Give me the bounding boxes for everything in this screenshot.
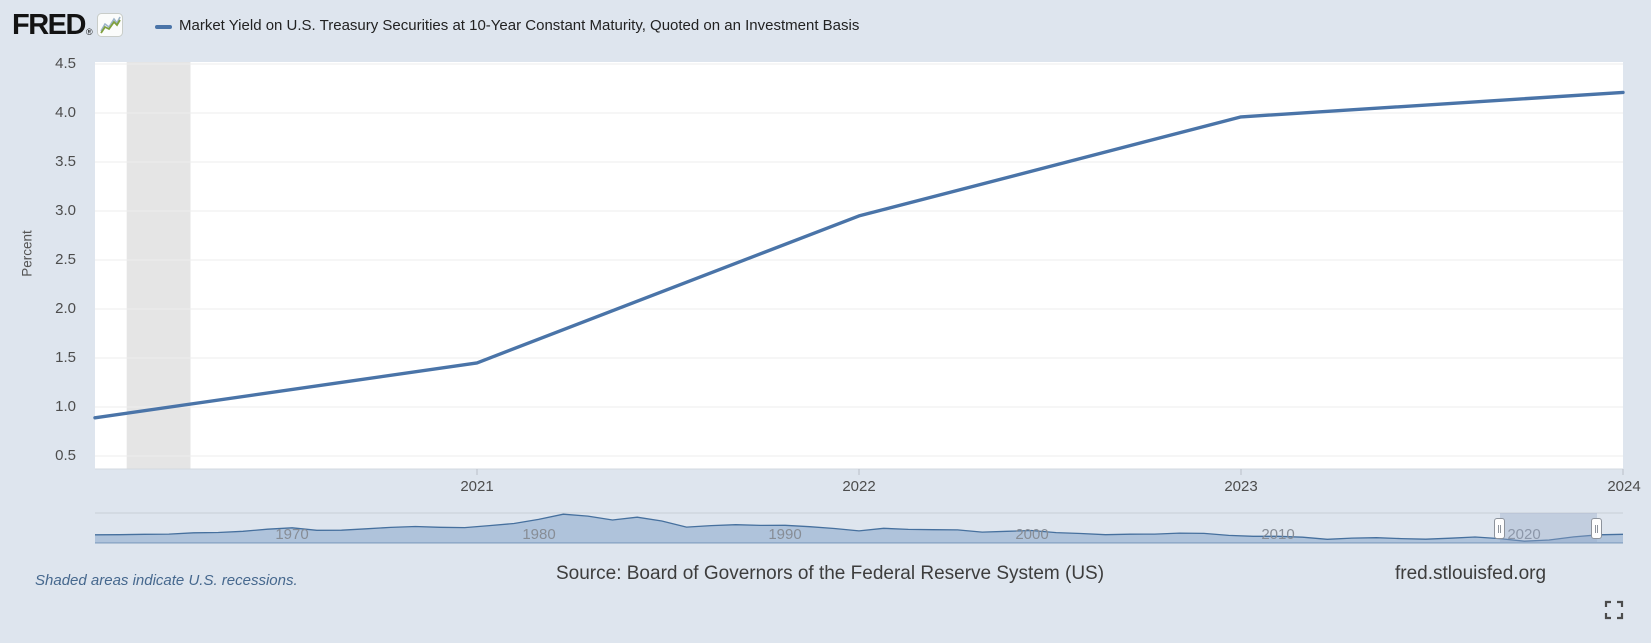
navigator-selection-window[interactable] bbox=[1500, 513, 1597, 543]
y-tick-label: 0.5 bbox=[55, 447, 76, 464]
y-tick-label: 3.0 bbox=[55, 202, 76, 219]
navigator-decade-label: 1990 bbox=[768, 526, 802, 543]
fred-logo[interactable]: FRED ® bbox=[12, 10, 123, 40]
series-legend-label: Market Yield on U.S. Treasury Securities… bbox=[179, 17, 860, 34]
navigator-decade-label: 2000 bbox=[1015, 526, 1049, 543]
site-link[interactable]: fred.stlouisfed.org bbox=[1395, 563, 1547, 584]
navigator-decade-label: 1980 bbox=[522, 526, 556, 543]
x-tick-label: 2021 bbox=[460, 478, 494, 495]
navigator-handle-left[interactable] bbox=[1494, 518, 1505, 539]
x-tick-label: 2024 bbox=[1607, 478, 1641, 495]
line-chart-icon bbox=[96, 13, 123, 37]
fullscreen-expand-icon bbox=[1604, 600, 1624, 620]
y-tick-label: 4.5 bbox=[55, 55, 76, 72]
x-tick-label: 2023 bbox=[1224, 478, 1258, 495]
navigator-decade-label: 2010 bbox=[1261, 526, 1295, 543]
y-tick-label: 2.5 bbox=[55, 251, 76, 268]
x-tick-label: 2022 bbox=[842, 478, 876, 495]
y-tick-label: 2.0 bbox=[55, 300, 76, 317]
fred-logo-text: FRED bbox=[12, 9, 86, 41]
y-tick-label: 3.5 bbox=[55, 153, 76, 170]
fred-logo-registered-mark: ® bbox=[85, 27, 93, 37]
fullscreen-button[interactable] bbox=[1603, 599, 1625, 621]
series-legend-marker bbox=[155, 25, 172, 29]
y-tick-label: 4.0 bbox=[55, 104, 76, 121]
y-tick-label: 1.0 bbox=[55, 398, 76, 415]
navigator-handle-right[interactable] bbox=[1591, 518, 1602, 539]
navigator-decade-label: 1970 bbox=[275, 526, 309, 543]
recession-note: Shaded areas indicate U.S. recessions. bbox=[35, 572, 298, 589]
source-text: Source: Board of Governors of the Federa… bbox=[556, 563, 1105, 584]
navigator-decade-label: 2020 bbox=[1507, 526, 1541, 543]
y-tick-label: 1.5 bbox=[55, 349, 76, 366]
